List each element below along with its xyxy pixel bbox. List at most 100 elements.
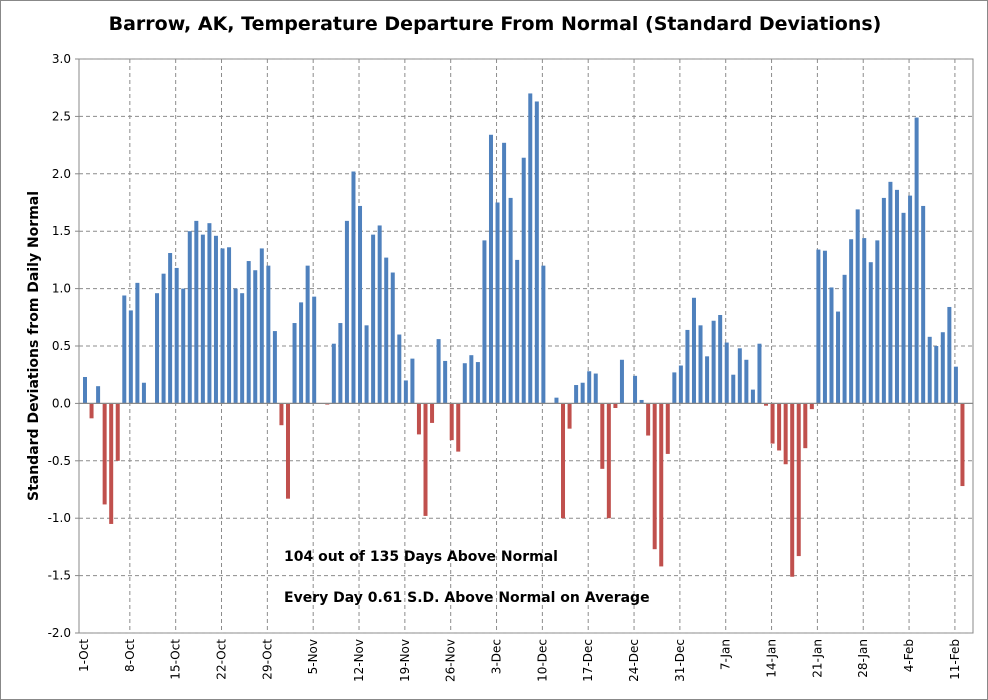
bar-positive [168,253,173,404]
bar-positive [508,197,513,404]
bar-negative [279,403,284,426]
bar-positive [894,189,899,404]
bar-positive [521,157,526,404]
y-tick-label: -1.0 [48,511,71,525]
bar-positive [862,238,867,404]
bar-positive [842,274,847,404]
bar-negative [115,403,120,461]
bar-negative [102,403,107,505]
bar-positive [849,239,854,404]
bar-positive [744,359,749,404]
bar-positive [436,339,441,404]
bar-positive [587,371,592,404]
bar-positive [921,205,926,404]
y-tick-label: 0.0 [52,396,71,410]
bar-positive [580,382,585,404]
bar-positive [371,234,376,404]
bar-positive [711,320,716,404]
x-tick-label: 15-Oct [169,639,183,680]
bar-negative [652,403,657,550]
bar-positive [135,282,140,404]
bar-positive [829,287,834,404]
bar-positive [403,380,408,404]
x-tick-label: 24-Dec [627,639,641,682]
bar-positive [246,261,251,404]
bar-positive [718,315,723,404]
bar-positive [174,267,179,404]
bar-positive [475,362,480,404]
x-tick-label: 1-Oct [77,639,91,672]
y-axis-label: Standard Deviations from Daily Normal [26,191,42,501]
bar-positive [875,240,880,404]
bar-positive [940,332,945,404]
bar-positive [534,101,539,404]
bar-negative [659,403,664,567]
bar-positive [259,248,264,404]
bar-positive [868,262,873,404]
bar-negative [600,403,605,469]
bar-positive [888,181,893,404]
x-tick-label: 19-Nov [398,639,412,682]
bar-positive [757,343,762,404]
bar-positive [593,373,598,404]
bar-positive [272,331,277,404]
y-tick-label: -2.0 [48,626,71,640]
bar-negative [770,403,775,444]
x-tick-label: 14-Jan [765,639,779,678]
bar-positive [338,323,343,404]
annotation-days-above: 104 out of 135 Days Above Normal [284,549,558,565]
bar-positive [161,273,166,404]
bar-negative [777,403,782,451]
x-tick-label: 31-Dec [673,639,687,682]
bar-positive [312,296,317,404]
bar-positive [141,382,146,404]
x-tick-label: 17-Dec [581,639,595,682]
bar-positive [292,323,297,404]
x-tick-label: 22-Oct [215,639,229,680]
axes: 3.0 2.5 2.0 1.5 1.0 0.5 0.0 -0.5 -1.0 -1.5 -2.0 1-O… [48,52,973,682]
bar-positive [240,293,245,404]
bar-positive [155,293,160,404]
bar-negative [606,403,611,519]
bar-positive [469,355,474,404]
bar-negative [790,403,795,577]
y-tick-label: 3.0 [52,52,71,66]
bar-positive [83,376,87,404]
bar-positive [554,397,559,404]
x-tick-label: 29-Oct [260,639,274,680]
y-tick-label: 1.0 [52,282,71,296]
bar-positive [528,93,533,404]
bar-positive [724,342,729,404]
bar-positive [698,325,703,404]
bar-negative [646,403,651,436]
bar-negative [456,403,461,452]
bar-positive [220,248,225,404]
bar-positive [541,265,546,404]
bar-positive [299,302,304,404]
bar-negative [783,403,788,465]
bar-positive [914,117,919,404]
x-tick-label: 10-Dec [535,639,549,682]
bar-positive [678,365,683,404]
bar-negative [285,403,290,499]
bar-negative [665,403,670,454]
bar-positive [619,359,624,404]
bar-positive [364,325,369,404]
bar-positive [515,259,520,404]
bar-positive [253,270,258,404]
bar-positive [855,209,860,404]
bar-positive [122,295,127,404]
bar-positive [836,311,841,404]
bar-positive [934,346,939,404]
y-tick-label: 1.5 [52,224,71,238]
x-tick-label: 7-Jan [719,639,733,670]
bar-positive [207,223,212,404]
bar-positive [344,220,349,404]
bar-negative [796,403,801,557]
y-tick-label: 2.0 [52,167,71,181]
bar-positive [574,385,579,404]
bar-positive [410,358,415,404]
bar-positive [200,234,205,404]
